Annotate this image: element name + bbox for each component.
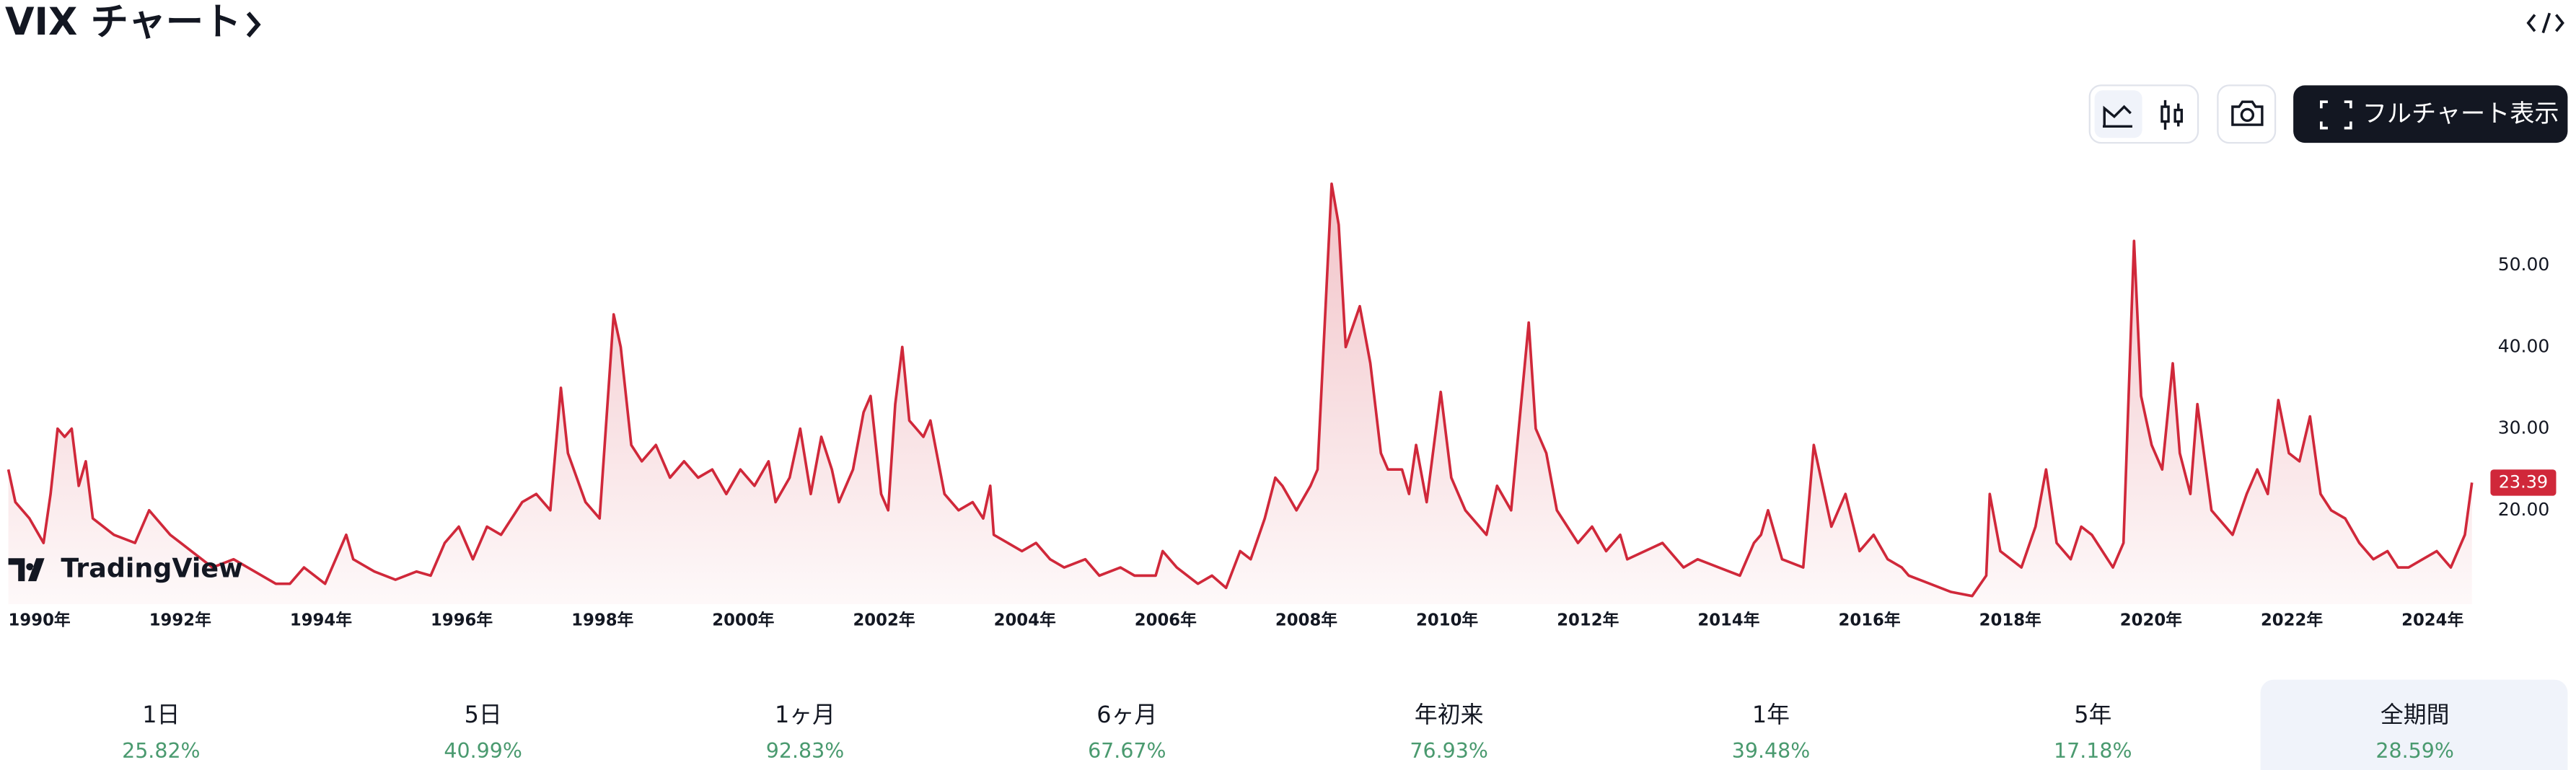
fullscreen-icon xyxy=(2320,100,2352,130)
x-tick-label: 1996年 xyxy=(431,610,493,629)
snapshot-button[interactable] xyxy=(2217,84,2277,144)
area-icon xyxy=(2102,105,2132,128)
period-label: 全期間 xyxy=(2381,701,2450,728)
tradingview-logo[interactable]: TradingView xyxy=(8,553,243,584)
period-change: 92.83% xyxy=(766,739,845,763)
period-change: 76.93% xyxy=(1410,739,1488,763)
area-fill xyxy=(8,183,2472,605)
x-tick-label: 2008年 xyxy=(1275,610,1337,629)
period-tab[interactable]: 年初来 76.93% xyxy=(1410,701,1488,763)
x-tick-label: 2004年 xyxy=(994,610,1056,629)
period-change: 40.99% xyxy=(444,739,522,763)
x-tick-label: 2010年 xyxy=(1416,610,1478,629)
period-change: 17.18% xyxy=(2054,739,2132,763)
period-tab[interactable]: 5日 40.99% xyxy=(444,701,522,763)
last-price-label: 23.39 xyxy=(2499,472,2548,492)
period-tabs: 1日 25.82% 5日 40.99% 1ヶ月 92.83% 6ヶ月 67.67% 年初来 76.… xyxy=(122,679,2568,770)
camera-icon xyxy=(2231,100,2264,126)
x-tick-label: 2002年 xyxy=(853,610,915,629)
period-tab[interactable]: 5年 17.18% xyxy=(2054,701,2132,763)
full-chart-label: フルチャート表示 xyxy=(2362,99,2559,128)
x-tick-label: 2006年 xyxy=(1135,610,1197,629)
embed-icon[interactable] xyxy=(2526,12,2564,34)
x-tick-label: 2000年 xyxy=(712,610,774,629)
x-tick-label: 1992年 xyxy=(149,610,211,629)
y-tick-label: 50.00 xyxy=(2498,254,2550,275)
period-label: 1日 xyxy=(142,701,180,728)
period-label: 6ヶ月 xyxy=(1096,701,1157,728)
x-tick-label: 2012年 xyxy=(1557,610,1619,629)
x-tick-label: 2020年 xyxy=(2120,610,2182,629)
candle-style-button[interactable] xyxy=(2160,99,2183,130)
y-tick-label: 40.00 xyxy=(2498,335,2550,356)
period-tab[interactable]: 1ヶ月 92.83% xyxy=(766,701,845,763)
x-tick-label: 2022年 xyxy=(2261,610,2323,629)
period-tab[interactable]: 全期間 28.59% xyxy=(2260,679,2568,770)
logo-text: TradingView xyxy=(61,553,242,584)
period-label: 5年 xyxy=(2074,701,2111,728)
x-tick-label: 1994年 xyxy=(290,610,352,629)
y-tick-label: 30.00 xyxy=(2498,417,2550,438)
title[interactable]: VIX チャート xyxy=(5,0,242,44)
last-price-badge xyxy=(2490,469,2557,496)
full-chart-button[interactable] xyxy=(2293,85,2568,143)
period-tab[interactable]: 1年 39.48% xyxy=(1732,701,1810,763)
period-change: 25.82% xyxy=(122,739,201,763)
selected-tab-background xyxy=(2260,679,2568,770)
x-tick-label: 2016年 xyxy=(1839,610,1901,629)
price-line xyxy=(6,182,2474,598)
x-tick-label: 2024年 xyxy=(2401,610,2463,629)
period-change: 39.48% xyxy=(1732,739,1810,763)
period-label: 1年 xyxy=(1752,701,1790,728)
x-tick-label: 1998年 xyxy=(571,610,633,629)
x-tick-label: 2018年 xyxy=(1979,610,2041,629)
x-tick-label: 1990年 xyxy=(9,610,71,629)
y-tick-label: 20.00 xyxy=(2498,499,2550,520)
period-change: 67.67% xyxy=(1088,739,1166,763)
title-chevron[interactable] xyxy=(246,12,261,38)
period-change: 28.59% xyxy=(2375,739,2453,763)
period-tab[interactable]: 1日 25.82% xyxy=(122,701,201,763)
period-tab[interactable]: 6ヶ月 67.67% xyxy=(1088,701,1166,763)
period-label: 5日 xyxy=(465,701,502,728)
plot: 20.00 30.00 40.00 50.00 1990年 1992年 1994年 1996年… xyxy=(6,182,2557,629)
period-label: 年初来 xyxy=(1415,701,1484,728)
x-tick-label: 2014年 xyxy=(1697,610,1759,629)
period-label: 1ヶ月 xyxy=(775,701,835,728)
